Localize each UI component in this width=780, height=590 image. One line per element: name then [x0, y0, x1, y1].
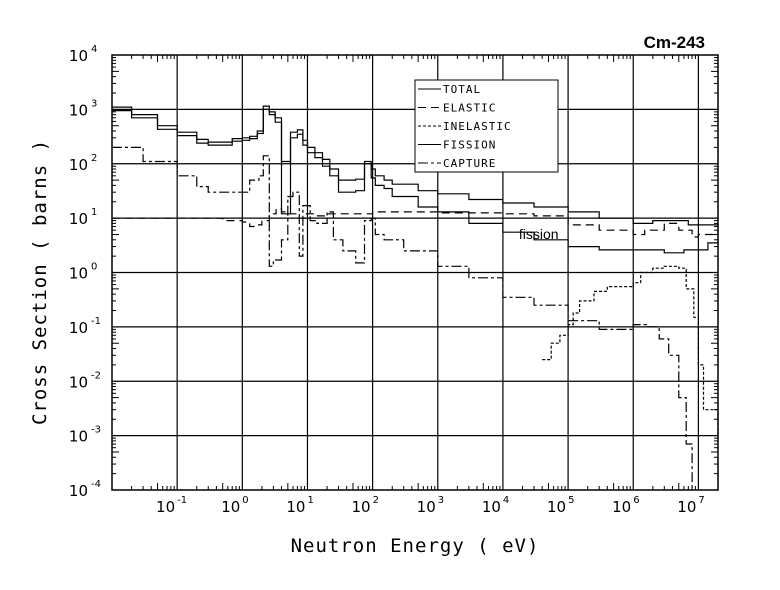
x-tick-exponent: 7 — [698, 495, 704, 506]
y-tick-exponent: 4 — [91, 44, 97, 55]
y-tick-label: 10 — [69, 428, 88, 446]
y-tick-label: 10 — [69, 265, 88, 283]
tick-labels: 10 -1 10 0 10 1 10 2 10 3 10 4 10 5 10 6 10 710 410 310 210 1… — [69, 44, 705, 516]
y-tick-exponent: 1 — [91, 207, 97, 218]
series-group — [112, 105, 719, 490]
series-total-line — [112, 105, 719, 226]
x-tick-label: 10 — [286, 498, 305, 516]
legend-label-elastic: ELASTIC — [443, 102, 496, 115]
x-tick-label: 10 — [221, 498, 240, 516]
x-axis-title: Neutron Energy ( eV) — [291, 535, 540, 557]
x-tick-label: 10 — [612, 498, 631, 516]
y-tick-exponent: -4 — [91, 479, 101, 490]
x-tick-exponent: 0 — [242, 495, 248, 506]
legend-label-fission: FISSION — [443, 139, 496, 152]
x-tick-label: 10 — [352, 498, 371, 516]
y-tick-label: 10 — [69, 47, 88, 65]
y-tick-label: 10 — [69, 156, 88, 174]
x-tick-label: 10 — [547, 498, 566, 516]
x-tick-label: 10 — [156, 498, 175, 516]
fission-annotation: fission — [519, 226, 559, 242]
x-tick-exponent: 2 — [373, 495, 379, 506]
y-tick-exponent: 0 — [91, 262, 97, 273]
x-tick-exponent: 1 — [307, 495, 313, 506]
legend-label-capture: CAPTURE — [443, 157, 496, 170]
y-axis-title: Cross Section ( barns ) — [29, 139, 51, 425]
y-tick-label: 10 — [69, 373, 88, 391]
x-tick-exponent: 4 — [503, 495, 509, 506]
x-tick-label: 10 — [417, 498, 436, 516]
y-tick-label: 10 — [69, 319, 88, 337]
x-tick-label: 10 — [677, 498, 696, 516]
x-tick-label: 10 — [482, 498, 501, 516]
legend: TOTAL ELASTIC INELASTIC FISSION CAPTURE — [414, 79, 559, 173]
legend-label-inelastic: INELASTIC — [443, 120, 512, 133]
y-tick-exponent: -2 — [91, 370, 101, 381]
y-tick-exponent: -3 — [91, 425, 101, 436]
y-tick-label: 10 — [69, 482, 88, 500]
x-tick-exponent: -1 — [177, 495, 187, 506]
series-elastic-line — [112, 208, 719, 238]
x-tick-exponent: 6 — [633, 495, 639, 506]
series-fission-line — [112, 108, 719, 254]
y-tick-label: 10 — [69, 210, 88, 228]
y-tick-exponent: 2 — [91, 153, 97, 164]
y-tick-exponent: 3 — [91, 98, 97, 109]
y-tick-label: 10 — [69, 101, 88, 119]
plot-frame — [111, 54, 719, 491]
x-tick-exponent: 5 — [568, 495, 574, 506]
chart-title: Cm-243 — [644, 33, 705, 52]
x-tick-exponent: 3 — [438, 495, 444, 506]
legend-label-total: TOTAL — [443, 83, 481, 96]
y-tick-exponent: -1 — [91, 316, 101, 327]
series-inelastic-line — [542, 265, 719, 436]
series-capture-line — [112, 146, 693, 490]
